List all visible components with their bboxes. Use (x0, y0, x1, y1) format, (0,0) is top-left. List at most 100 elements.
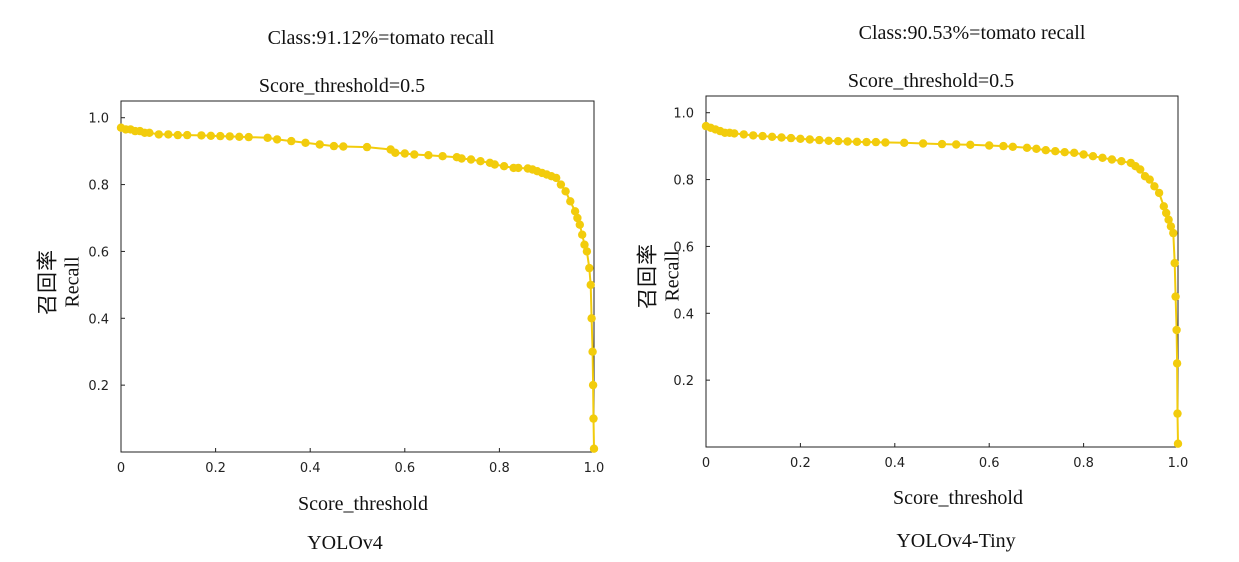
recall-point (329, 141, 339, 151)
recall-point (937, 139, 947, 149)
recall-point (586, 280, 595, 290)
recall-point (1172, 359, 1182, 368)
recall-point (1145, 175, 1154, 184)
recall-point (767, 132, 777, 141)
x-tick-label: 0.2 (790, 456, 811, 471)
x-tick-label: 0.6 (979, 456, 1000, 471)
recall-series-line (705, 125, 1179, 444)
y-tick-label: 0.6 (88, 245, 109, 260)
recall-point (410, 150, 419, 159)
x-tick-label: 0 (117, 461, 125, 476)
recall-point (315, 140, 324, 149)
recall-point (1173, 409, 1182, 418)
recall-point (206, 131, 216, 140)
recall-point (362, 142, 372, 152)
recall-point (1169, 228, 1178, 238)
recall-point (499, 162, 509, 171)
recall-point (834, 136, 843, 146)
recall-point (476, 157, 485, 166)
recall-point (216, 131, 225, 141)
x-tick-label: 0.4 (300, 461, 321, 476)
recall-point (852, 137, 862, 146)
x-axis-label: Score_threshold (298, 493, 428, 515)
recall-point (438, 152, 447, 161)
x-tick-label: 0.6 (394, 461, 415, 476)
recall-point (197, 131, 206, 140)
chart-caption: YOLOv4-Tiny (896, 530, 1016, 552)
recall-point (739, 130, 748, 139)
recall-point (952, 140, 961, 149)
recall-point (749, 131, 758, 140)
recall-point (1088, 152, 1098, 161)
recall-point (588, 347, 597, 356)
chart-title: Class:91.12%=tomato recall (267, 27, 495, 49)
x-tick-label: 0.2 (205, 461, 226, 476)
recall-point (1117, 157, 1126, 166)
x-tick-label: 1.0 (584, 461, 605, 476)
recall-point (585, 263, 594, 273)
recall-point (400, 149, 409, 158)
recall-point (301, 138, 310, 147)
recall-point (777, 133, 786, 142)
x-tick-label: 0 (702, 456, 710, 471)
recall-point (1008, 142, 1017, 151)
recall-point (1166, 222, 1176, 231)
recall-point (1136, 165, 1145, 174)
recall-point (552, 173, 561, 183)
y-tick-label: 0.4 (88, 312, 109, 327)
recall-point (589, 414, 598, 423)
recall-point (164, 130, 173, 139)
y-tick-label: 0.2 (673, 374, 694, 389)
recall-point (999, 141, 1008, 151)
recall-point (225, 132, 234, 141)
recall-point (966, 140, 975, 149)
recall-point (730, 129, 739, 138)
plot-frame (705, 95, 1179, 448)
recall-point (1164, 215, 1173, 224)
recall-point (1171, 292, 1180, 301)
plot-frame (120, 100, 595, 453)
recall-point (900, 138, 909, 147)
recall-point (1032, 144, 1041, 153)
chart-subtitle: Score_threshold=0.5 (847, 70, 1015, 92)
chart-panel-yolov4: Class:91.12%=tomato recall Score_thresho… (0, 0, 619, 562)
recall-point (466, 155, 476, 164)
y-tick-label: 1.0 (673, 107, 694, 122)
recall-point (235, 132, 244, 141)
recall-point (580, 240, 589, 249)
recall-point (578, 230, 587, 239)
recall-point (1098, 153, 1107, 162)
recall-point (881, 138, 890, 147)
recall-point (786, 133, 796, 143)
recall-point (272, 135, 282, 144)
recall-point (918, 139, 928, 148)
recall-point (985, 141, 994, 150)
recall-point (824, 136, 833, 145)
chart-caption: YOLOv4 (307, 532, 383, 554)
recall-point (1022, 143, 1032, 152)
recall-point (1070, 148, 1079, 157)
x-tick-label: 0.8 (489, 461, 510, 476)
recall-point (1051, 147, 1060, 156)
recall-point (815, 135, 824, 145)
recall-point (1162, 208, 1171, 218)
x-tick-label: 0.8 (1073, 456, 1094, 471)
recall-point (582, 247, 592, 256)
x-tick-label: 0.4 (884, 456, 905, 471)
recall-point (244, 132, 253, 142)
chart-subtitle: Score_threshold=0.5 (258, 75, 426, 97)
recall-point (145, 128, 154, 137)
recall-point (1079, 150, 1088, 159)
recall-point (457, 154, 466, 163)
recall-point (575, 220, 584, 229)
recall-point (391, 148, 400, 157)
y-tick-label: 0.6 (673, 240, 694, 255)
y-tick-label: 0.4 (673, 307, 694, 322)
recall-point (263, 133, 272, 142)
recall-point (796, 134, 805, 143)
y-tick-label: 0.2 (88, 379, 109, 394)
recall-point (1170, 258, 1179, 268)
x-tick-label: 1.0 (1168, 456, 1189, 471)
x-axis-label: Score_threshold (893, 487, 1023, 509)
recall-point (587, 314, 596, 323)
